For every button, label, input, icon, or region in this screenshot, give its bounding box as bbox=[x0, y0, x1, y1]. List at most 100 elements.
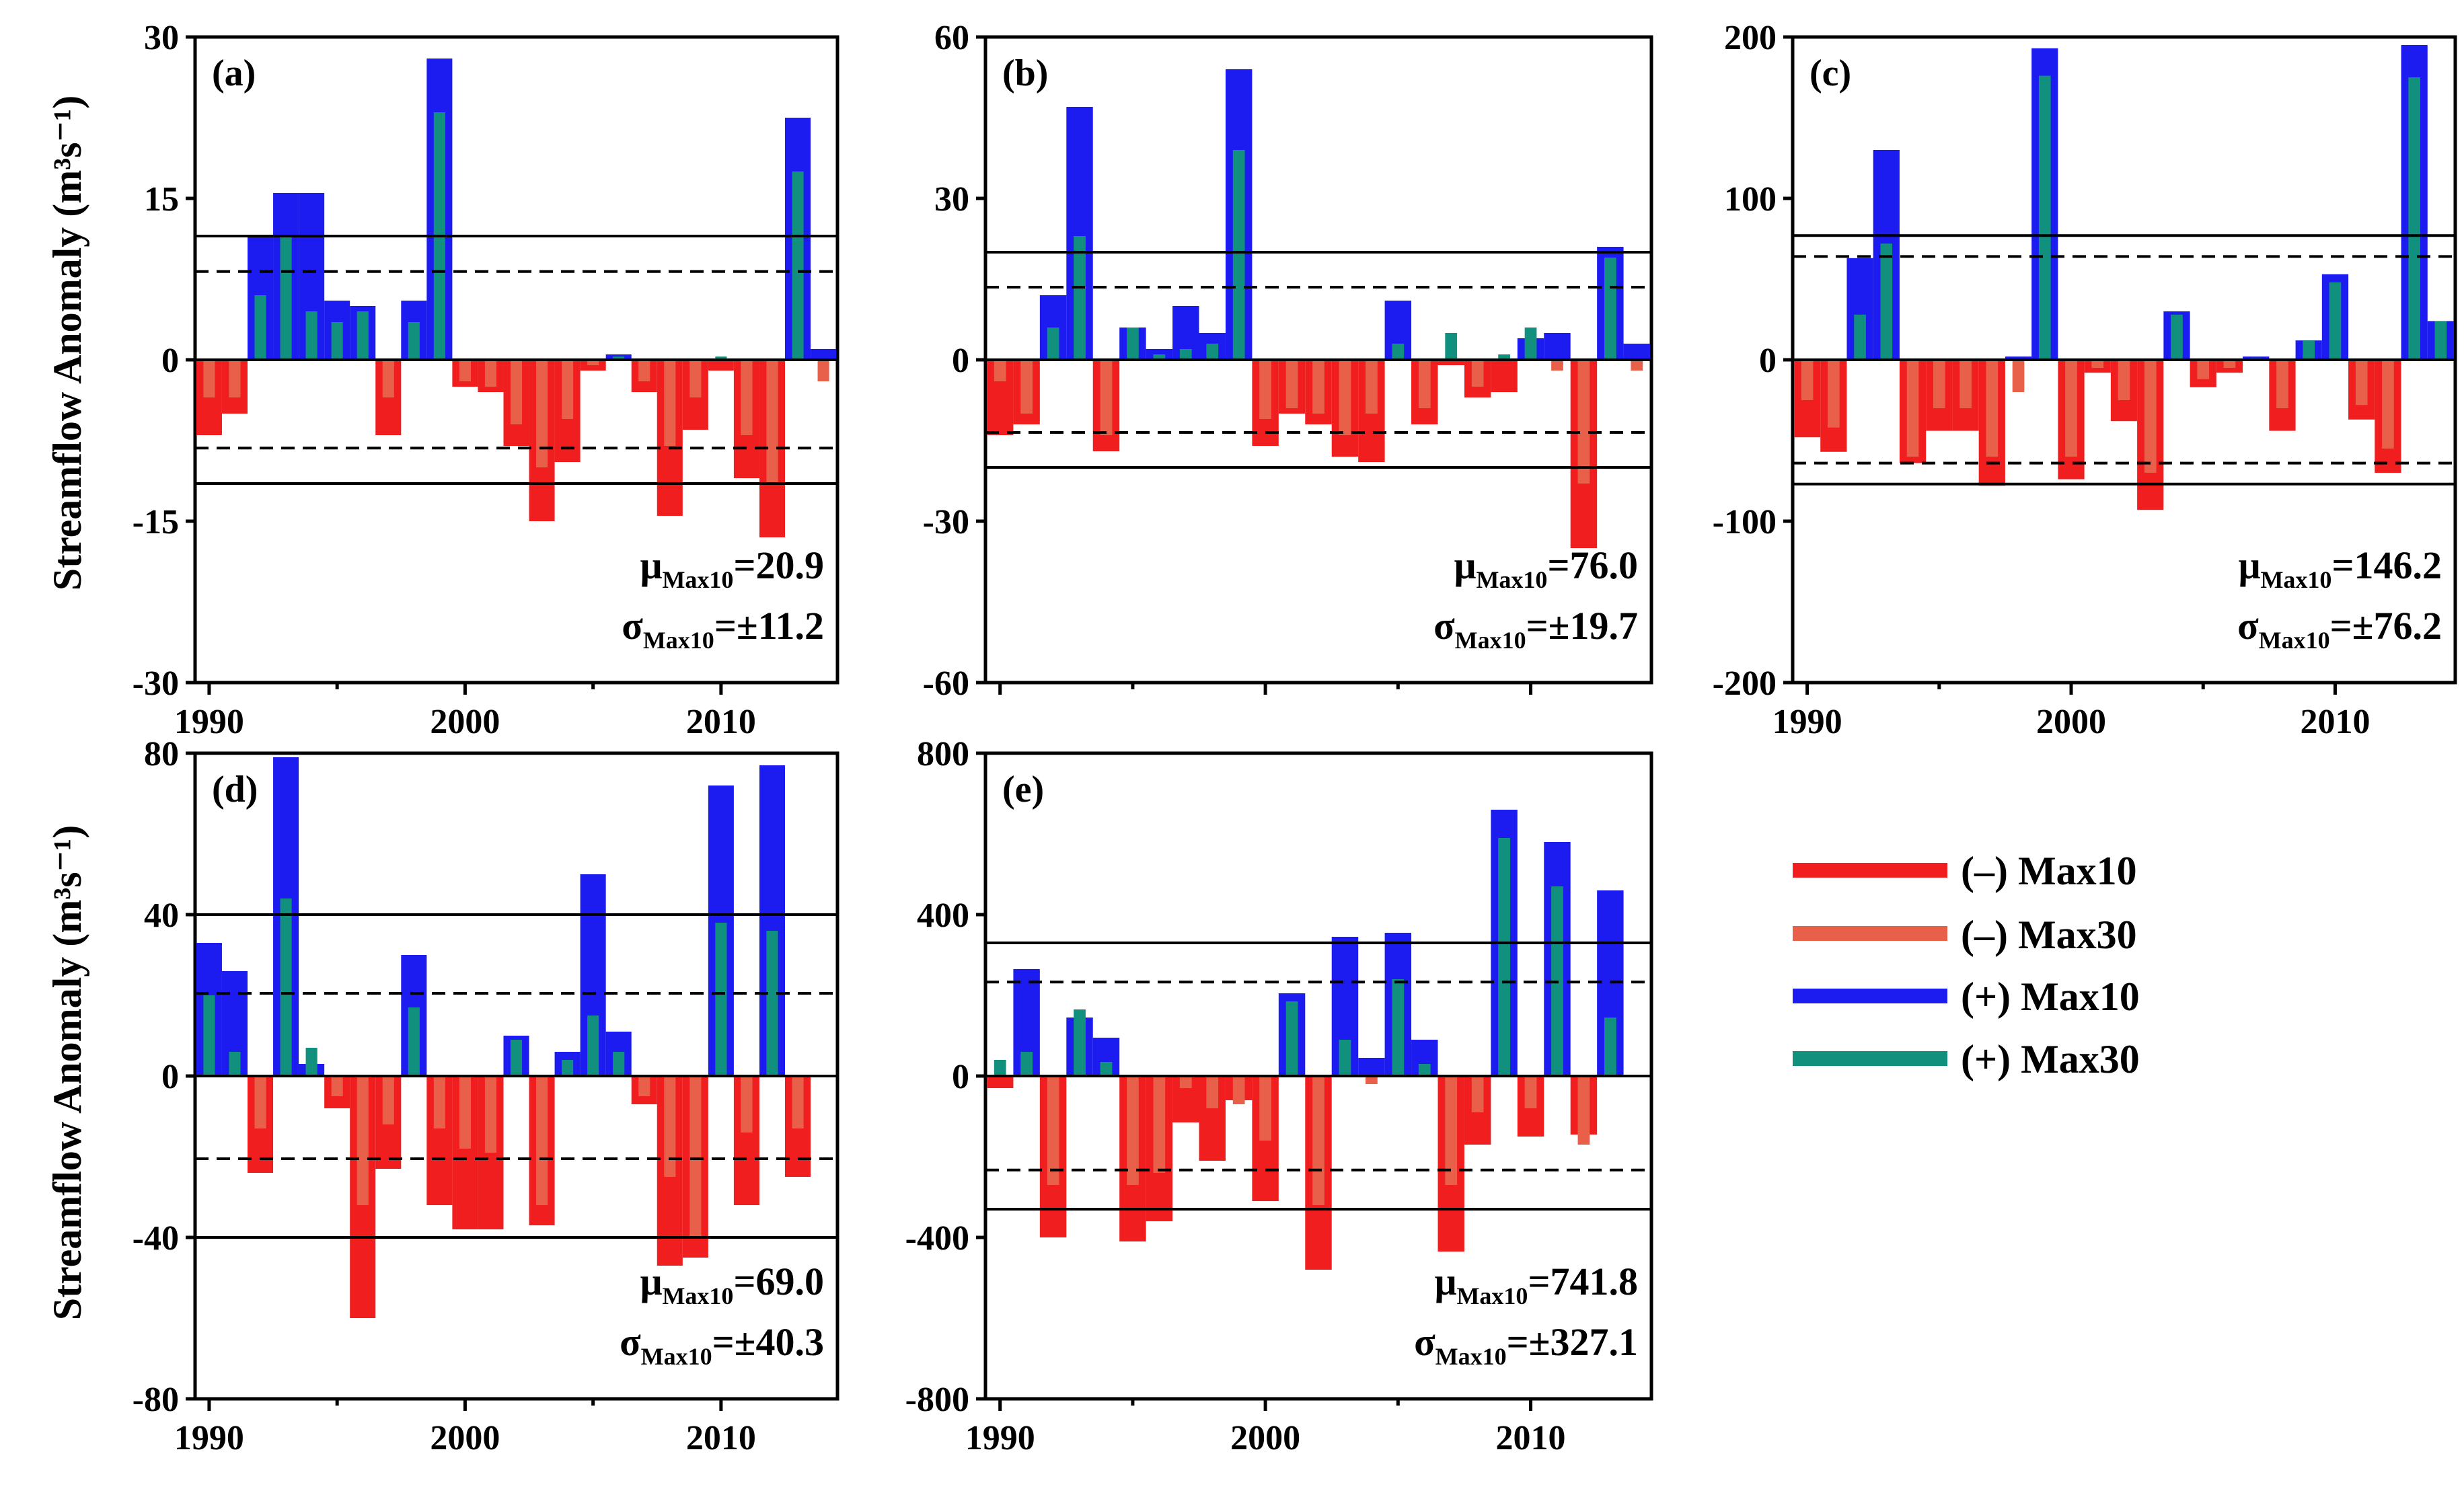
panel-c-bar-max30-2010 bbox=[2329, 282, 2342, 360]
panel-a-bar-max30-2014 bbox=[817, 360, 829, 381]
panel-a-bar-max30-1990 bbox=[203, 360, 215, 397]
panel-b-bar-max30-1999 bbox=[1232, 150, 1245, 360]
panel-a-bar-max30-2003 bbox=[535, 360, 548, 467]
panel-b-bar-max30-2010 bbox=[1524, 328, 1537, 360]
panel-c-plot: -200 -100 0 100 200 1990 2000 2010 (c) μMax10=146… bbox=[1713, 19, 2455, 741]
panel-d-ytick-label-80: 80 bbox=[144, 735, 179, 773]
panel-d-bar-max30-1999 bbox=[433, 1076, 445, 1128]
panel-b-bar-max30-2006 bbox=[1418, 360, 1431, 408]
panel-a-bar-max30-2004 bbox=[562, 360, 574, 419]
panel-d-bar-max30-2005 bbox=[587, 1015, 599, 1076]
panel-a-bar-max10-2010 bbox=[708, 360, 734, 371]
panel-a-ytick-label-30: 30 bbox=[144, 19, 179, 57]
panel-d-xtick-label-2010: 2010 bbox=[686, 1419, 756, 1457]
panel-c-bar-max30-2005 bbox=[2197, 360, 2210, 379]
panel-a-bar-max30-2010 bbox=[715, 356, 727, 360]
panel-e-bar-max30-2003 bbox=[1339, 1040, 1351, 1076]
panel-b-bar-max30-1994 bbox=[1100, 360, 1113, 435]
panel-e-mu-stat: μMax10=741.8 bbox=[1435, 1260, 1638, 1309]
panel-c-bar-max30-1998 bbox=[2012, 360, 2025, 392]
panel-a-bar-max30-1998 bbox=[408, 322, 420, 360]
panel-c-bar-max30-1993 bbox=[1880, 243, 1893, 360]
panel-e-bar-max30-2013 bbox=[1604, 1018, 1616, 1076]
panel-d-bar-max30-1992 bbox=[254, 1076, 266, 1128]
panel-b-bar-max30-2014 bbox=[1631, 360, 1643, 371]
panel-d-ytick-label-0: 0 bbox=[161, 1058, 179, 1096]
panel-c-bar-max30-2003 bbox=[2144, 360, 2157, 473]
panel-a-xtick-label-2000: 2000 bbox=[430, 703, 500, 741]
panel-d-bar-max30-2007 bbox=[638, 1076, 650, 1096]
panel-a-xtick-label-2010: 2010 bbox=[686, 703, 756, 741]
panel-e-bar-max30-2007 bbox=[1445, 1076, 1458, 1185]
panel-d-bar-max30-1993 bbox=[280, 898, 292, 1076]
panel-a-bar-max30-2008 bbox=[664, 360, 676, 446]
panel-b-bar-max30-1992 bbox=[1047, 328, 1059, 360]
panel-c-bar-max10-1998 bbox=[2005, 356, 2032, 360]
panel-c-mu-stat: μMax10=146.2 bbox=[2239, 543, 2442, 593]
panel-d-bar-max30-2008 bbox=[664, 1076, 676, 1177]
panel-d-ytick-label--80: -80 bbox=[133, 1381, 179, 1419]
panel-c-bar-max30-2004 bbox=[2171, 314, 2183, 360]
panel-a-mu-stat: μMax10=20.9 bbox=[640, 543, 824, 593]
panel-c: -200 -100 0 100 200 1990 2000 2010 (c) μMax10=146… bbox=[1713, 19, 2457, 741]
panel-e-xtick-label-1990: 1990 bbox=[965, 1419, 1035, 1457]
panel-e-bar-max30-1999 bbox=[1232, 1076, 1245, 1104]
panel-a-ytick-label-0: 0 bbox=[161, 342, 179, 380]
panel-b-bar-max30-1993 bbox=[1074, 236, 1086, 360]
panel-b-bar-max30-2008 bbox=[1471, 360, 1484, 387]
panel-c-ytick-label-200: 200 bbox=[1724, 19, 1777, 57]
legend-label-pos-max30: (+) Max30 bbox=[1961, 1037, 2140, 1081]
panel-c-bar-max30-2009 bbox=[2303, 340, 2315, 360]
panel-c-bar-max30-1995 bbox=[1933, 360, 1945, 408]
panel-b-sigma-stat: σMax10=±19.7 bbox=[1433, 604, 1638, 654]
panel-d-ytick-label--40: -40 bbox=[133, 1219, 179, 1258]
panel-a-ytick-label-15: 15 bbox=[144, 180, 179, 219]
panel-d-bar-max30-1995 bbox=[331, 1076, 343, 1096]
panel-a-bar-max30-2005 bbox=[587, 360, 599, 365]
legend: (–) Max10 (–) Max30 (+) Max10 (+) Max30 bbox=[1793, 849, 2140, 1081]
panel-b-ytick-label-60: 60 bbox=[934, 19, 969, 57]
panel-d-label: (d) bbox=[212, 769, 258, 810]
panel-d-bar-max30-2000 bbox=[459, 1076, 471, 1149]
panel-e-bar-max30-2008 bbox=[1471, 1076, 1484, 1112]
panel-c-ytick-label--100: -100 bbox=[1713, 503, 1777, 541]
panel-b-label: (b) bbox=[1002, 52, 1048, 94]
panel-c-bar-max30-1991 bbox=[1827, 360, 1840, 428]
panel-a-bar-max30-2013 bbox=[792, 171, 804, 360]
panel-c-bar-max30-2002 bbox=[2118, 360, 2130, 400]
panel-d-bar-max30-2006 bbox=[613, 1052, 625, 1076]
panel-d-bar-max30-2004 bbox=[562, 1060, 574, 1076]
panel-e-xtick-label-2000: 2000 bbox=[1230, 1419, 1300, 1457]
panel-e-ytick-label--400: -400 bbox=[905, 1219, 969, 1258]
panel-d-mu-stat: μMax10=69.0 bbox=[640, 1260, 824, 1309]
panel-d-bar-max30-2011 bbox=[741, 1076, 753, 1133]
panel-b-bar-max30-2011 bbox=[1551, 360, 1563, 371]
panel-b-ytick-label--30: -30 bbox=[923, 503, 969, 541]
panel-b-bar-max30-2000 bbox=[1259, 360, 1271, 419]
y-axis-title-top: Streamflow Anomaly (m³s⁻¹) bbox=[45, 95, 89, 590]
panel-c-bar-max30-1990 bbox=[1801, 360, 1814, 400]
panel-e-plot: -800 -400 0 400 800 1990 2000 2010 (e) μMax10=741… bbox=[905, 735, 1651, 1457]
panel-e-bar-max30-2006 bbox=[1418, 1064, 1431, 1076]
panel-b-bar-max10-2009 bbox=[1491, 360, 1518, 392]
panel-d-bar-max30-1996 bbox=[357, 1076, 369, 1205]
panel-b-bar-max10-2007 bbox=[1438, 360, 1464, 365]
panel-c-bar-max30-2000 bbox=[2065, 360, 2077, 457]
panel-c-bar-max30-2008 bbox=[2276, 360, 2288, 408]
panel-a-bar-max30-2007 bbox=[638, 360, 650, 381]
panel-d-bar-max30-1998 bbox=[408, 1007, 420, 1076]
panel-e-bar-max30-2009 bbox=[1498, 838, 1510, 1076]
legend-swatch-pos-max10 bbox=[1793, 989, 1947, 1003]
panel-b-bar-max30-1990 bbox=[994, 360, 1006, 381]
panel-a-bar-max30-2001 bbox=[484, 360, 497, 387]
panel-e-bar-max30-1994 bbox=[1100, 1062, 1113, 1076]
panel-c-xtick-label-2010: 2010 bbox=[2300, 703, 2370, 741]
panel-c-ytick-label-100: 100 bbox=[1724, 180, 1777, 219]
panel-d-xtick-label-2000: 2000 bbox=[430, 1419, 500, 1457]
panel-e-ytick-label-0: 0 bbox=[952, 1058, 969, 1096]
panel-d-bar-max30-2003 bbox=[535, 1076, 548, 1205]
panel-b-bar-max30-2007 bbox=[1445, 333, 1458, 360]
panel-d-bar-max30-2010 bbox=[715, 923, 727, 1076]
panel-b-plot: -60 -30 0 30 60 (b) μMax10=76.0 σMax10=±19.7 bbox=[923, 19, 1651, 703]
panel-b-bar-max30-1997 bbox=[1179, 349, 1192, 360]
